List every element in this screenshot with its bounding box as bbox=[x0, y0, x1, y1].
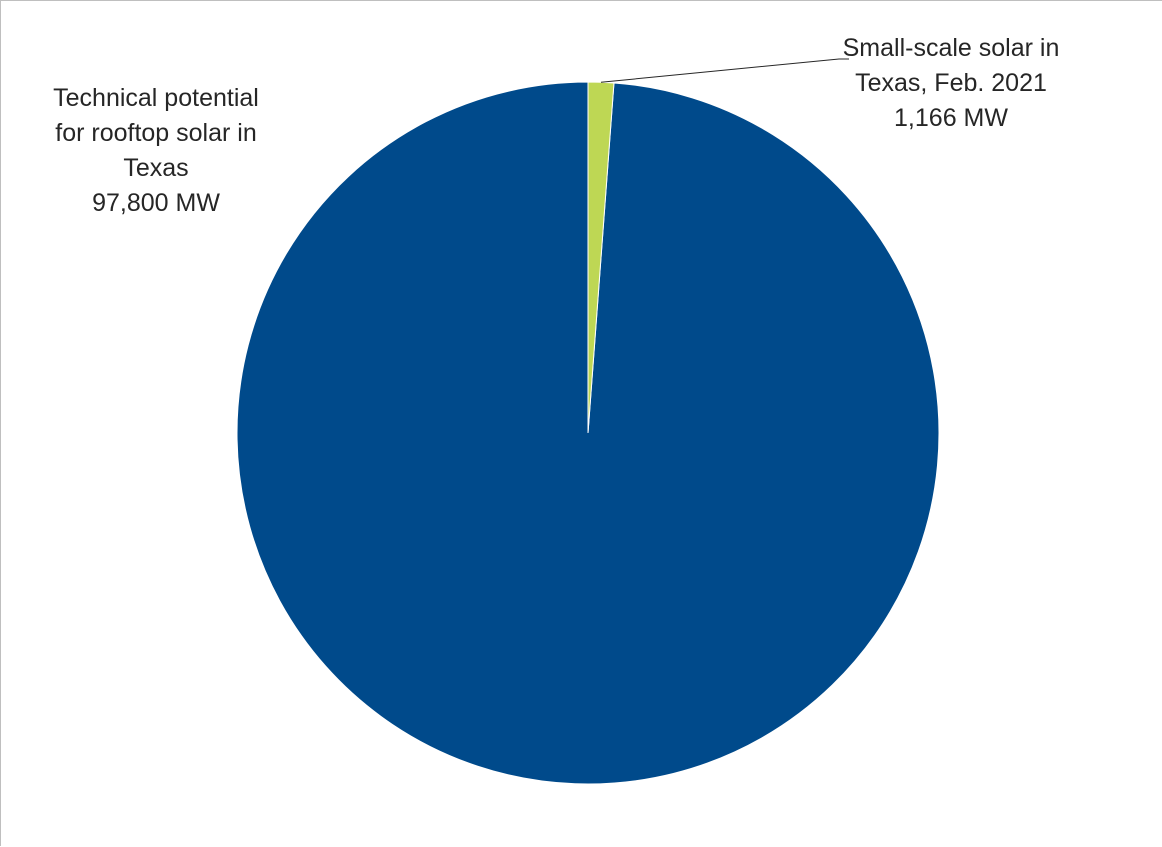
data-label-technical-potential: Technical potential for rooftop solar in T… bbox=[53, 84, 259, 217]
data-label-line: Small-scale solar in bbox=[843, 34, 1060, 62]
data-labels: Technical potential for rooftop solar in T… bbox=[53, 34, 1059, 217]
pie-slices bbox=[236, 81, 940, 785]
data-label-small-scale-solar: Small-scale solar in Texas, Feb. 2021 1,16… bbox=[843, 34, 1060, 132]
data-label-line: Texas bbox=[123, 154, 188, 182]
data-label-line: for rooftop solar in bbox=[55, 119, 257, 147]
data-label-line: Technical potential bbox=[53, 84, 259, 112]
data-label-line: 1,166 MW bbox=[894, 104, 1008, 132]
leader-line-small-scale-solar bbox=[600, 58, 849, 83]
data-label-line: 97,800 MW bbox=[92, 189, 220, 217]
leader-lines bbox=[600, 58, 849, 83]
data-label-line: Texas, Feb. 2021 bbox=[855, 69, 1047, 97]
